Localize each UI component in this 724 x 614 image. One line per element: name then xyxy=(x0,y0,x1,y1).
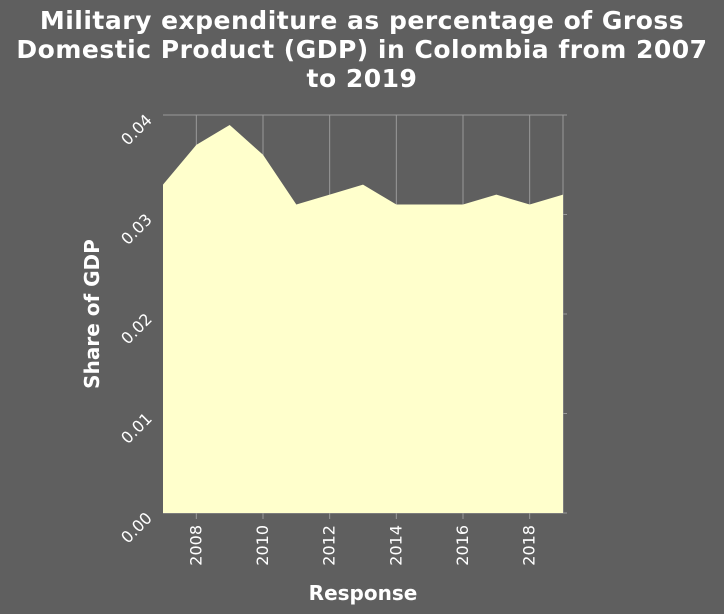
x-tick-label: 2008 xyxy=(186,525,205,566)
y-axis-title: Share of GDP xyxy=(80,239,104,389)
area-series xyxy=(163,124,563,513)
chart-title-line-1: Military expenditure as percentage of Gr… xyxy=(39,6,685,35)
x-tick-label: 2016 xyxy=(453,525,472,566)
chart-title-line-2: Domestic Product (GDP) in Colombia from … xyxy=(16,35,708,64)
chart-title-line-3: to 2019 xyxy=(306,64,418,93)
y-tick-label: 0.02 xyxy=(117,309,156,348)
y-tick-label: 0.04 xyxy=(117,110,156,149)
x-tick-label: 2018 xyxy=(520,525,539,566)
x-tick-label: 2014 xyxy=(386,525,405,566)
chart-title: Military expenditure as percentage of Gr… xyxy=(0,6,724,93)
x-tick-label: 2012 xyxy=(320,525,339,566)
y-tick-label: 0.01 xyxy=(117,409,156,448)
x-tick-label: 2010 xyxy=(253,525,272,566)
x-axis-title: Response xyxy=(309,581,418,605)
y-tick-label: 0.03 xyxy=(117,210,156,249)
tick-labels: 2008 2010 2012 2014 2016 2018 0.00 0.01 0.02 0.03… xyxy=(117,110,538,565)
y-tick-label: 0.00 xyxy=(117,508,156,547)
